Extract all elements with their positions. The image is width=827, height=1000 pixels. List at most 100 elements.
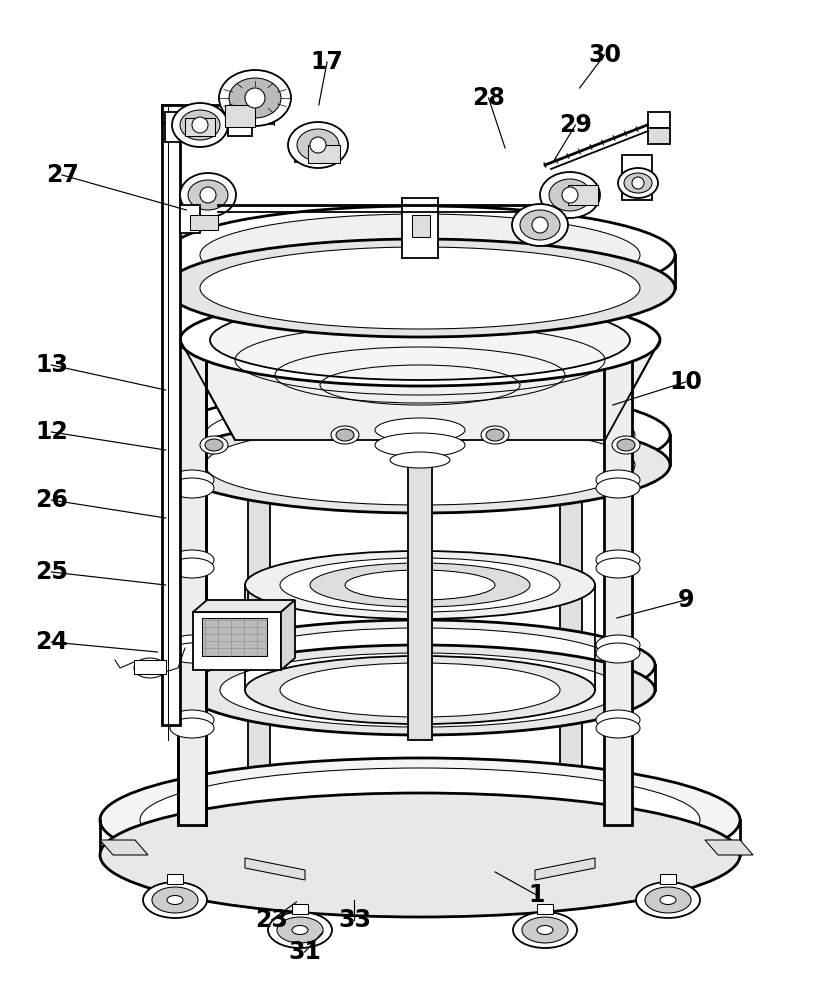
Ellipse shape <box>170 478 213 498</box>
Ellipse shape <box>134 658 165 678</box>
Ellipse shape <box>192 117 208 133</box>
Text: 24: 24 <box>35 630 68 654</box>
Bar <box>162 105 272 123</box>
Ellipse shape <box>513 912 576 948</box>
Bar <box>178 335 206 825</box>
Text: 31: 31 <box>288 940 321 964</box>
Text: 23: 23 <box>255 908 288 932</box>
Ellipse shape <box>170 635 213 655</box>
Ellipse shape <box>624 173 651 193</box>
Ellipse shape <box>245 551 595 619</box>
Ellipse shape <box>218 70 290 126</box>
Ellipse shape <box>245 88 265 108</box>
Bar <box>412 215 429 237</box>
Bar <box>567 185 597 205</box>
Text: 25: 25 <box>35 560 68 584</box>
Ellipse shape <box>682 825 716 845</box>
Ellipse shape <box>179 173 236 217</box>
Ellipse shape <box>537 925 552 934</box>
Ellipse shape <box>675 821 723 849</box>
Ellipse shape <box>170 718 213 738</box>
Text: 28: 28 <box>471 86 504 110</box>
Ellipse shape <box>205 395 634 475</box>
Ellipse shape <box>693 831 705 838</box>
Ellipse shape <box>480 426 509 444</box>
Bar <box>184 118 215 136</box>
Ellipse shape <box>152 887 198 913</box>
Bar <box>179 205 200 233</box>
Bar <box>294 130 317 162</box>
Ellipse shape <box>375 418 465 442</box>
Ellipse shape <box>631 177 643 189</box>
Ellipse shape <box>331 426 359 444</box>
Bar <box>225 105 255 127</box>
Ellipse shape <box>595 635 639 655</box>
Ellipse shape <box>205 425 634 505</box>
Bar <box>134 660 165 674</box>
Ellipse shape <box>200 436 227 454</box>
Text: 33: 33 <box>337 908 370 932</box>
Ellipse shape <box>170 417 669 513</box>
Bar <box>603 335 631 825</box>
Bar <box>248 355 270 810</box>
Text: 13: 13 <box>35 353 68 377</box>
Bar <box>165 112 184 142</box>
Ellipse shape <box>511 204 567 246</box>
Ellipse shape <box>268 912 332 948</box>
Ellipse shape <box>548 179 590 211</box>
Bar <box>140 813 155 823</box>
Ellipse shape <box>595 558 639 578</box>
Ellipse shape <box>170 550 213 570</box>
Polygon shape <box>100 840 148 855</box>
Ellipse shape <box>375 433 465 457</box>
Ellipse shape <box>165 206 674 304</box>
Ellipse shape <box>220 653 619 727</box>
Bar <box>292 904 308 914</box>
Bar <box>308 145 340 163</box>
Text: 1: 1 <box>528 883 544 907</box>
Ellipse shape <box>539 172 600 218</box>
Polygon shape <box>534 858 595 880</box>
Bar <box>537 904 552 914</box>
Ellipse shape <box>143 882 207 918</box>
Ellipse shape <box>170 470 213 490</box>
Bar <box>691 813 707 823</box>
Polygon shape <box>179 340 659 440</box>
Bar <box>559 355 581 810</box>
Bar <box>189 215 218 230</box>
Ellipse shape <box>345 570 495 600</box>
Ellipse shape <box>200 187 216 203</box>
Ellipse shape <box>179 110 220 140</box>
Bar <box>408 430 432 740</box>
Ellipse shape <box>595 470 639 490</box>
Ellipse shape <box>617 168 657 198</box>
Ellipse shape <box>184 645 654 735</box>
Bar <box>227 88 251 136</box>
Ellipse shape <box>532 217 547 233</box>
Ellipse shape <box>276 917 323 943</box>
Ellipse shape <box>179 294 659 386</box>
Ellipse shape <box>170 558 213 578</box>
Ellipse shape <box>167 896 183 904</box>
Ellipse shape <box>635 882 699 918</box>
Text: 17: 17 <box>310 50 343 74</box>
Text: 12: 12 <box>35 420 68 444</box>
Ellipse shape <box>288 122 347 168</box>
Ellipse shape <box>184 620 654 710</box>
Ellipse shape <box>309 563 529 607</box>
Ellipse shape <box>170 387 669 483</box>
Ellipse shape <box>100 793 739 917</box>
Ellipse shape <box>124 821 172 849</box>
Text: 27: 27 <box>45 163 79 187</box>
Ellipse shape <box>336 429 354 441</box>
Polygon shape <box>245 858 304 880</box>
Ellipse shape <box>616 439 634 451</box>
Ellipse shape <box>309 137 326 153</box>
Bar <box>547 180 567 210</box>
Ellipse shape <box>644 887 691 913</box>
Ellipse shape <box>245 656 595 724</box>
Bar <box>162 105 179 725</box>
Bar <box>648 128 669 144</box>
Bar <box>621 155 651 200</box>
Text: 30: 30 <box>587 43 620 67</box>
